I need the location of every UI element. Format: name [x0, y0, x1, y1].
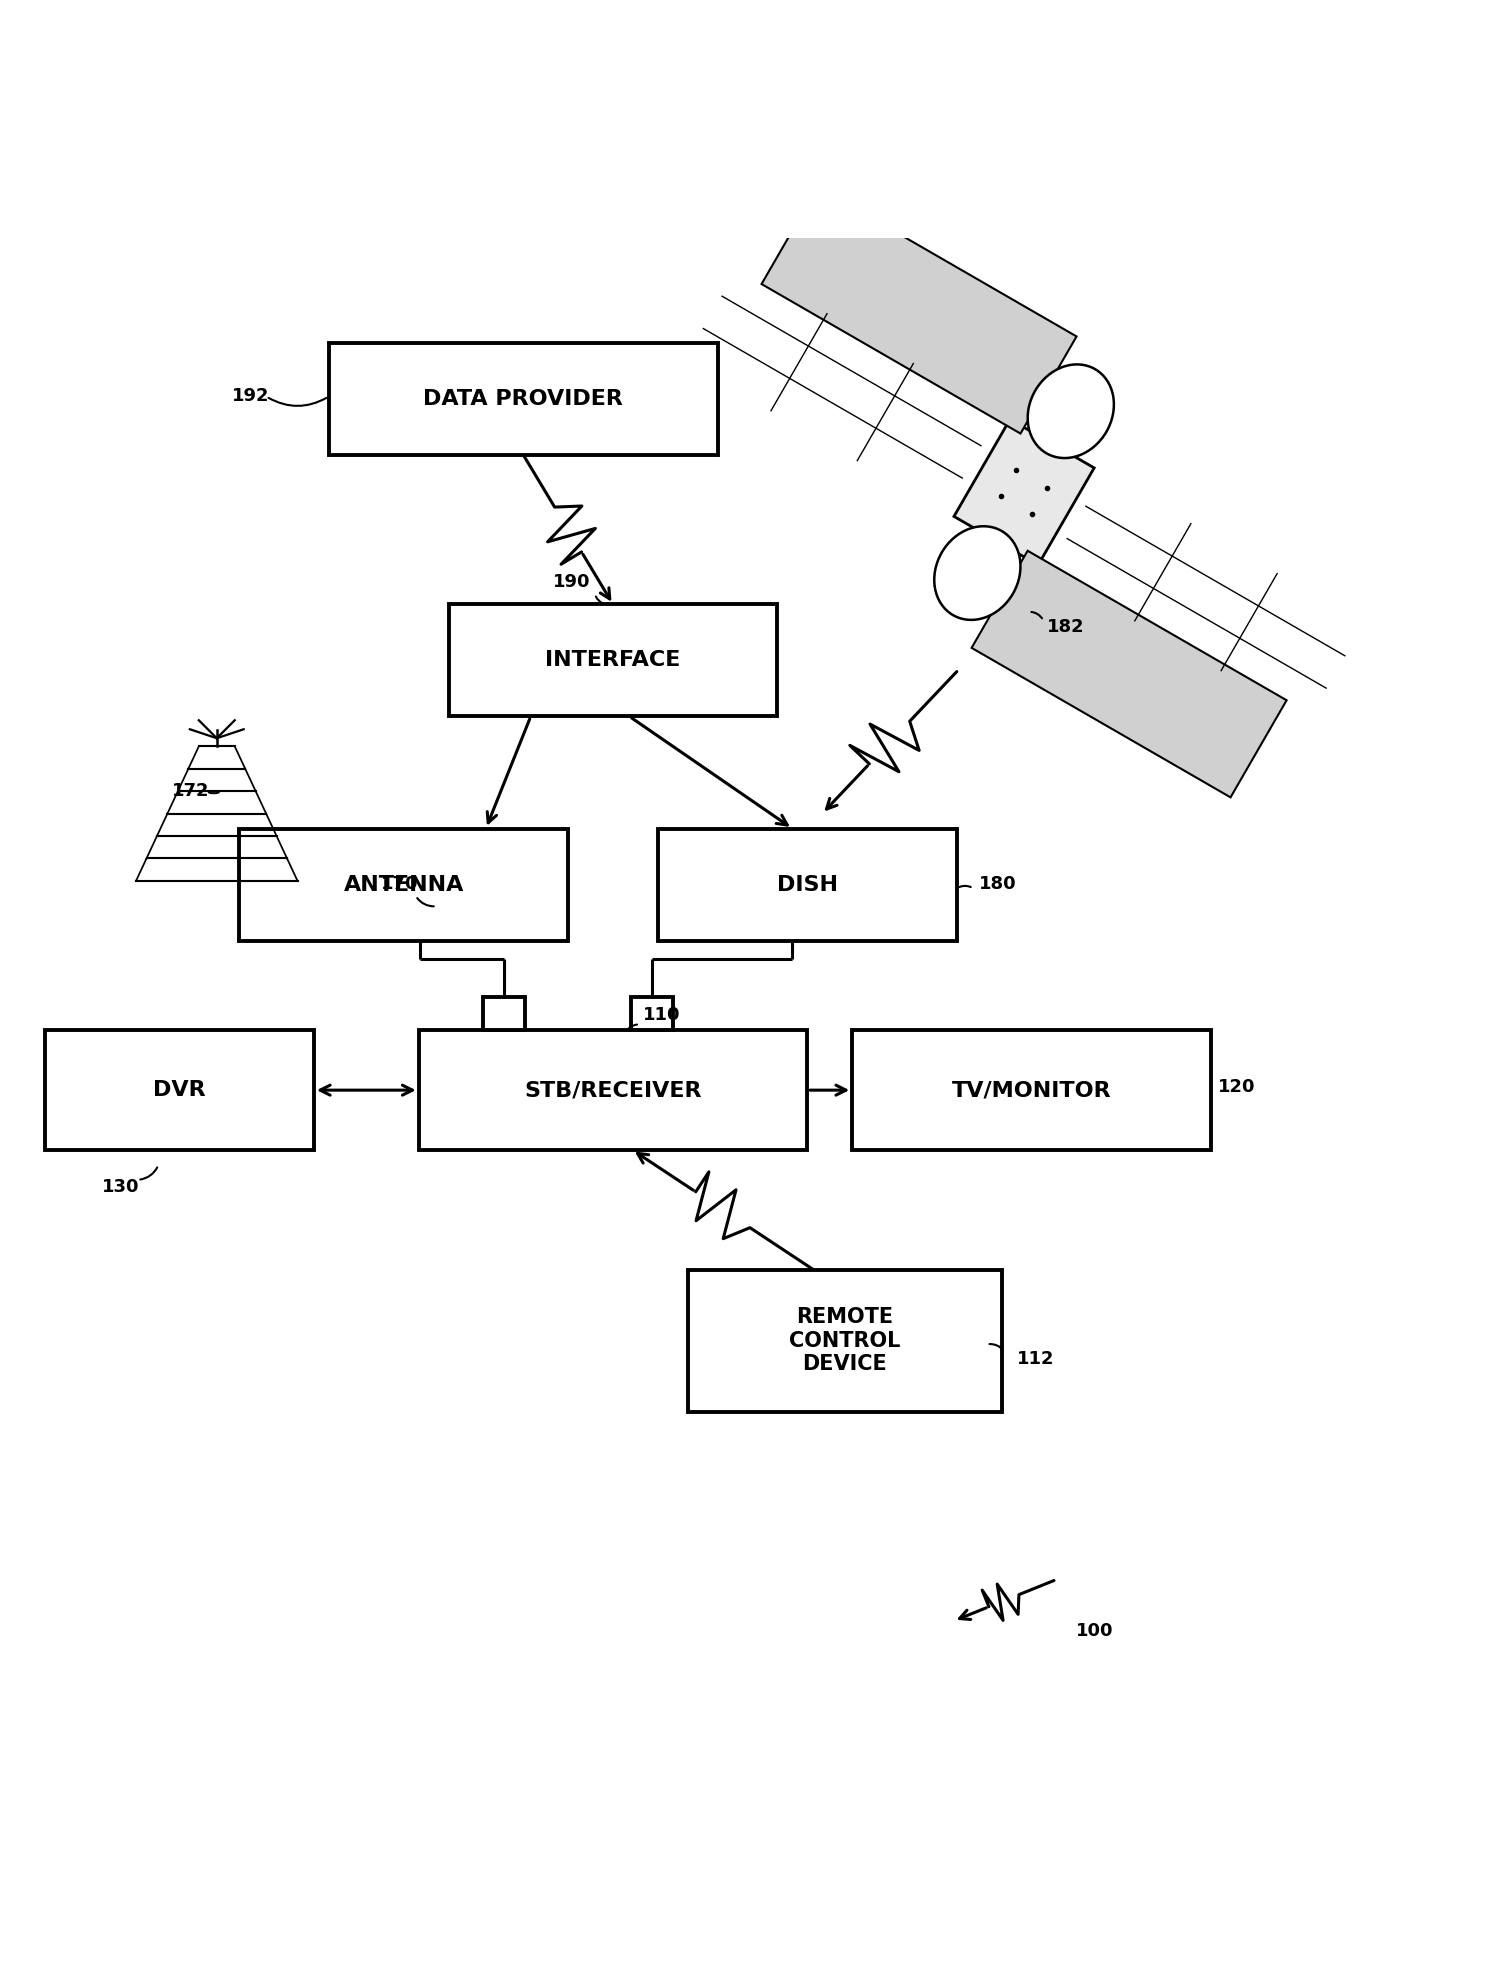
- Text: 190: 190: [553, 574, 591, 591]
- Bar: [631, 997, 673, 1031]
- Bar: [483, 997, 525, 1031]
- Text: DATA PROVIDER: DATA PROVIDER: [423, 388, 623, 408]
- Text: 100: 100: [1076, 1622, 1114, 1640]
- Polygon shape: [954, 420, 1094, 566]
- Ellipse shape: [934, 526, 1021, 621]
- Text: 192: 192: [232, 388, 269, 406]
- Text: 112: 112: [1017, 1350, 1054, 1368]
- Bar: [239, 828, 568, 940]
- Text: 182: 182: [1046, 617, 1084, 637]
- Polygon shape: [761, 187, 1076, 434]
- Text: 170: 170: [381, 875, 419, 893]
- Text: REMOTE
CONTROL
DEVICE: REMOTE CONTROL DEVICE: [789, 1307, 900, 1374]
- Text: 120: 120: [1218, 1078, 1256, 1096]
- Text: TV/MONITOR: TV/MONITOR: [952, 1080, 1111, 1100]
- Text: 172: 172: [172, 782, 209, 800]
- Text: 110: 110: [643, 1007, 680, 1025]
- Text: STB/RECEIVER: STB/RECEIVER: [525, 1080, 701, 1100]
- Text: INTERFACE: INTERFACE: [546, 650, 680, 670]
- Bar: [688, 1269, 1002, 1411]
- Ellipse shape: [1027, 365, 1114, 457]
- Text: 130: 130: [102, 1179, 139, 1196]
- Polygon shape: [972, 550, 1287, 798]
- Text: DVR: DVR: [152, 1080, 206, 1100]
- Text: 180: 180: [979, 875, 1017, 893]
- Text: DISH: DISH: [777, 875, 837, 895]
- Text: ANTENNA: ANTENNA: [344, 875, 463, 895]
- Bar: [658, 828, 957, 940]
- Bar: [329, 343, 718, 455]
- Bar: [45, 1031, 314, 1149]
- Bar: [419, 1031, 807, 1149]
- Bar: [448, 605, 777, 715]
- Bar: [852, 1031, 1211, 1149]
